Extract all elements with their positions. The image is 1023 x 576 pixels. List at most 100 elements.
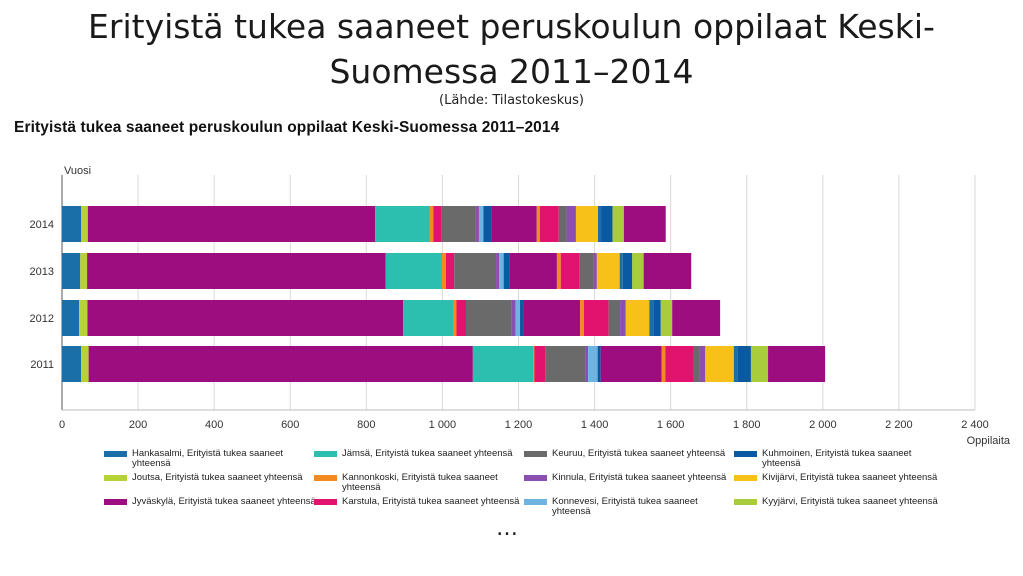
x-tick-label: 800 — [357, 419, 375, 431]
x-tick-label: 200 — [129, 419, 147, 431]
bar-segment — [491, 206, 537, 242]
bar-segment — [87, 300, 404, 336]
bar-segment — [433, 206, 442, 242]
bar-segment — [520, 300, 524, 336]
legend-label: Kinnula, Erityistä tukea saaneet yhteens… — [552, 472, 727, 483]
x-tick-label: 2 400 — [961, 419, 989, 431]
bar-segment — [665, 346, 694, 382]
x-tick-label: 2 000 — [809, 419, 837, 431]
bar-segment — [466, 300, 512, 336]
bar-segment — [79, 300, 88, 336]
bar-segment — [601, 206, 613, 242]
bar-segment — [558, 206, 567, 242]
legend-label: Kivijärvi, Erityistä tukea saaneet yhtee… — [762, 472, 938, 483]
bar-segment — [608, 300, 621, 336]
bar-segment — [499, 253, 504, 289]
y-tick-label: 2014 — [30, 219, 54, 231]
legend-swatch — [314, 475, 337, 481]
bar-segment — [620, 300, 626, 336]
bar-segment — [597, 346, 601, 382]
slide-title-line-2: Suomessa 2011–2014 — [329, 52, 694, 91]
bar-segment — [385, 253, 443, 289]
legend-label: Kannonkoski, Erityistä tukea saaneet yht… — [342, 472, 498, 493]
legend-label: Karstula, Erityistä tukea saaneet yhteen… — [342, 496, 520, 507]
x-tick-label: 600 — [281, 419, 299, 431]
bar-segment — [623, 206, 666, 242]
legend-swatch — [314, 499, 337, 505]
bar-segment — [442, 253, 446, 289]
chart-title: Erityistä tukea saaneet peruskoulun oppi… — [14, 119, 560, 136]
x-tick-label: 1 200 — [505, 419, 533, 431]
bar-segment — [619, 253, 623, 289]
legend-swatch — [734, 451, 757, 457]
x-tick-label: 1 000 — [429, 419, 457, 431]
bar-segment — [733, 346, 738, 382]
bar-segment — [585, 346, 589, 382]
bar-segment — [509, 253, 557, 289]
bar-segment — [699, 346, 706, 382]
bar-segment — [560, 253, 580, 289]
bar-segment — [539, 206, 559, 242]
legend-label: Joutsa, Erityistä tukea saaneet yhteensä — [132, 472, 303, 483]
bar-segment — [737, 346, 751, 382]
bar-segment — [622, 253, 633, 289]
y-tick-label: 2013 — [30, 266, 54, 278]
bar-segment — [672, 300, 721, 336]
legend-swatch — [104, 475, 127, 481]
bar-segment — [87, 253, 386, 289]
bar-segment — [523, 300, 581, 336]
bar-segment — [62, 206, 82, 242]
bar-segment — [768, 346, 826, 382]
bar-segment — [534, 346, 546, 382]
bar-segment — [649, 300, 654, 336]
x-axis-label: Oppilaita — [967, 435, 1011, 447]
legend-label: Keuruu, Erityistä tukea saaneet yhteensä — [552, 448, 726, 459]
bar-segment — [453, 300, 457, 336]
bar-segment — [575, 206, 599, 242]
legend-label: Kyyjärvi, Erityistä tukea saaneet yhteen… — [762, 496, 938, 507]
x-tick-label: 1 600 — [657, 419, 685, 431]
y-axis-label: Vuosi — [64, 165, 91, 177]
legend-label: Jämsä, Erityistä tukea saaneet yhteensä — [342, 448, 513, 459]
bar-segment — [441, 206, 476, 242]
bar-segment — [87, 206, 376, 242]
bar-segment — [580, 300, 584, 336]
bar-segment — [81, 346, 89, 382]
bar-segment — [593, 253, 597, 289]
legend-label: Konnevesi, Erityistä tukea saaneet yhtee… — [552, 496, 698, 517]
legend-swatch — [524, 475, 547, 481]
x-tick-label: 2 200 — [885, 419, 913, 431]
bar-segment — [533, 346, 535, 382]
bar-segment — [566, 206, 576, 242]
legend-swatch — [314, 451, 337, 457]
bar-segment — [475, 206, 479, 242]
legend-swatch — [524, 499, 547, 505]
bar-segment — [661, 346, 666, 382]
bar-segment — [705, 346, 734, 382]
bar-segment — [596, 253, 620, 289]
more-indicator: … — [496, 516, 518, 541]
bar-segment — [579, 253, 594, 289]
legend-label: Hankasalmi, Erityistä tukea saaneet yhte… — [132, 448, 284, 469]
bar-segment — [545, 346, 586, 382]
legend-label: Kuhmoinen, Erityistä tukea saaneet yhtee… — [762, 448, 912, 469]
y-tick-label: 2011 — [30, 359, 54, 371]
x-tick-label: 0 — [59, 419, 65, 431]
x-tick-label: 1 400 — [581, 419, 609, 431]
bar-segment — [456, 300, 467, 336]
bar-segment — [583, 300, 609, 336]
bar-segment — [536, 206, 540, 242]
legend-swatch — [104, 499, 127, 505]
legend-swatch — [104, 451, 127, 457]
slide-title-line-1: Erityistä tukea saaneet peruskoulun oppi… — [88, 7, 935, 46]
bar-segment — [403, 300, 454, 336]
slide-title: Erityistä tukea saaneet peruskoulun oppi… — [0, 4, 1023, 94]
legend-swatch — [734, 475, 757, 481]
bar-segment — [496, 253, 500, 289]
bar-segment — [511, 300, 516, 336]
bar-segment — [653, 300, 661, 336]
bar-segment — [375, 206, 430, 242]
bar-segment — [62, 346, 82, 382]
source-note: (Lähde: Tilastokeskus) — [439, 93, 584, 108]
bar-segment — [612, 206, 624, 242]
